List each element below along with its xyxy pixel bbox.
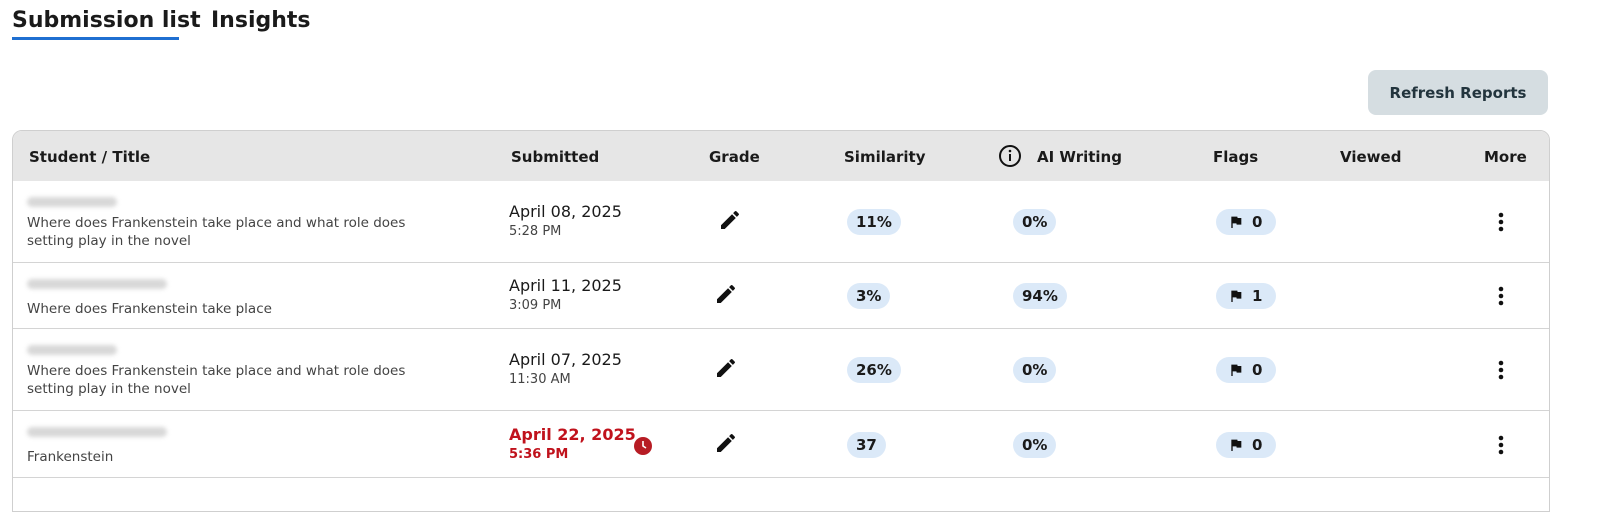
ai-writing-score[interactable]: 0% — [1013, 431, 1057, 458]
table-row[interactable]: Frankenstein April 22, 2025 5:36 PM 37 0% 0 — [13, 411, 1549, 478]
submission-title[interactable]: Where does Frankenstein take place and w… — [27, 215, 406, 249]
tab-underline — [12, 37, 179, 40]
flag-count: 0 — [1252, 213, 1263, 231]
student-name-redacted — [27, 279, 167, 289]
similarity-score[interactable]: 3% — [847, 283, 891, 309]
grade-button[interactable] — [714, 431, 738, 459]
page: Submission list Insights Refresh Reports… — [12, 8, 1550, 512]
flag-icon — [1231, 216, 1242, 228]
similarity-score[interactable]: 37 — [847, 431, 886, 458]
more-button[interactable] — [1498, 212, 1504, 236]
submitted-date: April 11, 2025 — [509, 276, 622, 295]
flags-badge[interactable]: 0 — [1216, 431, 1277, 458]
column-header[interactable]: Submitted — [511, 148, 600, 166]
flag-icon — [1231, 290, 1242, 302]
column-header: More — [1484, 148, 1527, 166]
flag-icon — [1231, 364, 1242, 376]
student-name-redacted — [27, 427, 167, 437]
submitted-time: 5:36 PM — [509, 446, 569, 462]
flags-badge[interactable]: 0 — [1216, 209, 1277, 235]
table-row — [13, 478, 1549, 511]
similarity-score[interactable]: 11% — [847, 209, 901, 235]
submission-title[interactable]: Frankenstein — [27, 449, 114, 465]
table-row[interactable]: Where does Frankenstein take place and w… — [13, 329, 1549, 411]
flag-count: 1 — [1252, 287, 1263, 305]
submitted-time: 5:28 PM — [509, 224, 562, 239]
more-button[interactable] — [1498, 286, 1504, 310]
flag-icon — [1231, 439, 1242, 451]
grade-button[interactable] — [714, 282, 738, 310]
ai-writing-score[interactable]: 0% — [1013, 209, 1057, 235]
submission-title[interactable]: Where does Frankenstein take place — [27, 301, 272, 317]
column-header[interactable]: Student / Title — [29, 148, 151, 166]
ai-writing-score[interactable]: 0% — [1013, 357, 1057, 383]
grade-button[interactable] — [714, 356, 738, 384]
flag-count: 0 — [1252, 435, 1263, 454]
more-button[interactable] — [1498, 435, 1504, 459]
student-name-redacted — [27, 345, 117, 355]
table-header: Student / Title Submitted Grade Similarity A… — [13, 131, 1549, 181]
late-icon — [633, 436, 653, 460]
submission-title[interactable]: Where does Frankenstein take place and w… — [27, 363, 406, 397]
submitted-date: April 22, 2025 — [509, 424, 636, 444]
submitted-date: April 07, 2025 — [509, 350, 622, 369]
ai-writing-score[interactable]: 94% — [1013, 283, 1067, 309]
more-button[interactable] — [1498, 360, 1504, 384]
column-header[interactable]: Similarity — [844, 148, 926, 166]
flags-badge[interactable]: 0 — [1216, 357, 1277, 383]
submitted-time: 11:30 AM — [509, 372, 571, 387]
flags-badge[interactable]: 1 — [1216, 283, 1277, 309]
table-row[interactable]: Where does Frankenstein take place and w… — [13, 181, 1549, 263]
similarity-score[interactable]: 26% — [847, 357, 901, 383]
column-header[interactable]: AI Writing — [1037, 148, 1122, 166]
tab[interactable]: Insights — [211, 8, 311, 33]
column-header[interactable]: Flags — [1213, 148, 1259, 166]
table-row[interactable]: Where does Frankenstein take place April … — [13, 263, 1549, 329]
tab[interactable]: Submission list — [12, 8, 201, 33]
submission-table: Student / Title Submitted Grade Similarity A… — [12, 130, 1550, 512]
student-name-redacted — [27, 197, 117, 207]
column-header[interactable]: Viewed — [1340, 148, 1402, 166]
submitted-time: 3:09 PM — [509, 298, 562, 313]
info-icon[interactable] — [998, 144, 1022, 172]
grade-button[interactable] — [718, 208, 742, 236]
column-header[interactable]: Grade — [709, 148, 760, 166]
refresh-button[interactable]: Refresh Reports — [1368, 70, 1548, 115]
flag-count: 0 — [1252, 361, 1263, 379]
submitted-date: April 08, 2025 — [509, 202, 622, 221]
